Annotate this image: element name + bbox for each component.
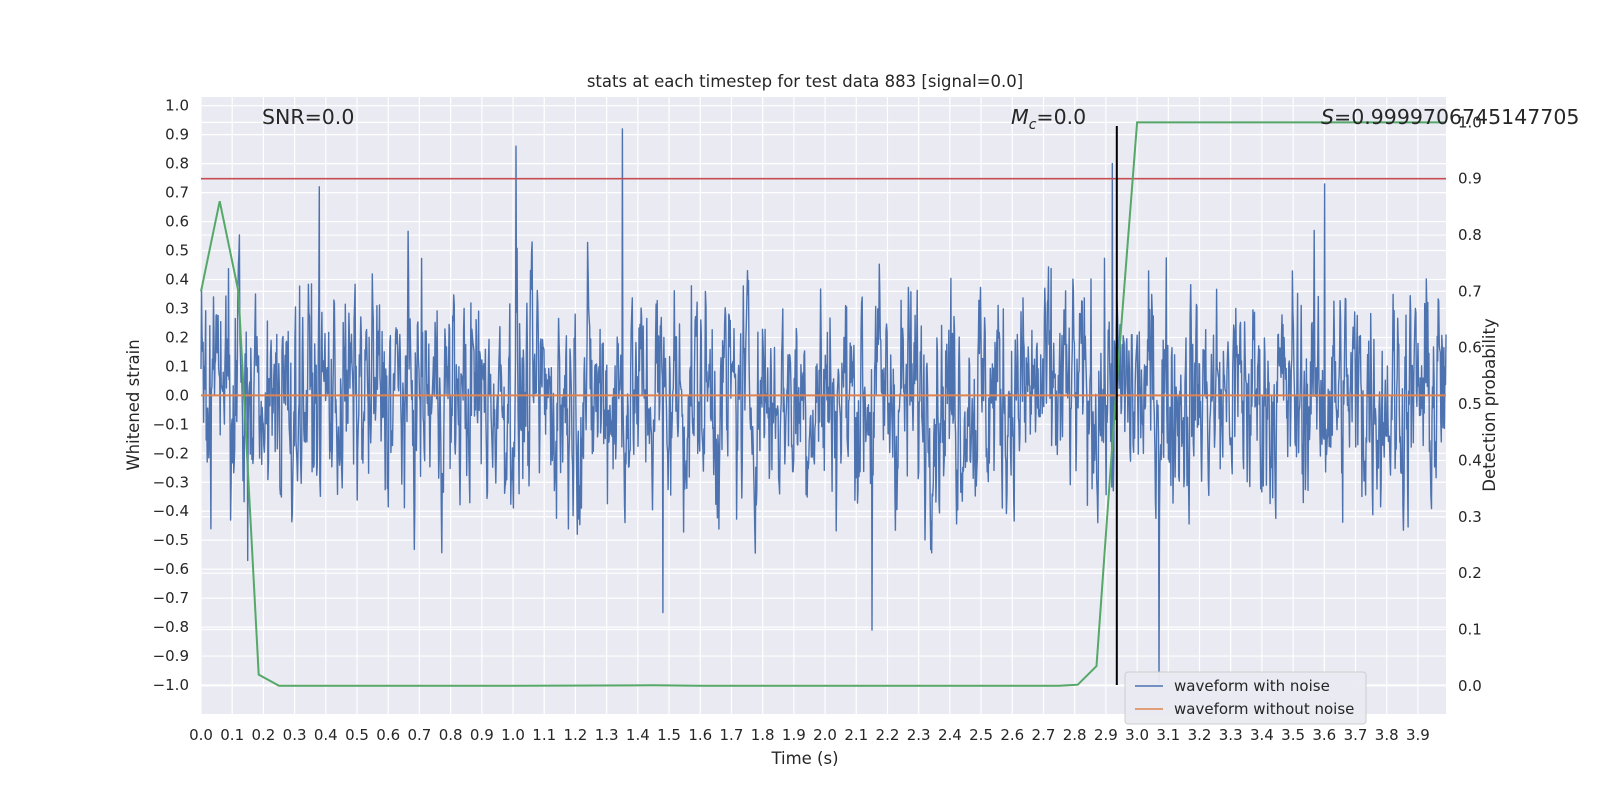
y-tick-label: 0.5 [165, 242, 189, 260]
y-tick-label: −0.6 [153, 560, 189, 578]
x-axis-label: Time (s) [770, 749, 838, 768]
x-tick-label: 1.2 [564, 726, 588, 744]
x-tick-label: 3.8 [1375, 726, 1399, 744]
legend-label-noise: waveform with noise [1174, 677, 1330, 695]
x-tick-label: 1.0 [501, 726, 525, 744]
legend-label-clean: waveform without noise [1174, 700, 1354, 718]
chart-title: stats at each timestep for test data 883… [587, 72, 1023, 91]
x-tick-label: 2.0 [813, 726, 837, 744]
y2-tick-label: 0.7 [1458, 282, 1482, 300]
y-tick-label: −0.2 [153, 444, 189, 462]
x-tick-label: 1.7 [720, 726, 744, 744]
x-tick-label: 1.8 [751, 726, 775, 744]
x-tick-label: 1.9 [782, 726, 806, 744]
y-tick-label: 0.8 [165, 155, 189, 173]
x-tick-label: 2.5 [969, 726, 993, 744]
y2-tick-label: 1.0 [1458, 113, 1482, 131]
y-tick-label: −0.7 [153, 589, 189, 607]
x-tick-label: 2.4 [938, 726, 962, 744]
legend: waveform with noise waveform without noi… [1124, 671, 1367, 725]
y2-tick-label: 0.6 [1458, 339, 1482, 357]
x-tick-label: 3.3 [1219, 726, 1243, 744]
x-tick-label: 1.1 [532, 726, 556, 744]
y-tick-label: −1.0 [153, 676, 189, 694]
y-tick-label: −0.9 [153, 647, 189, 665]
y-tick-label: 0.2 [165, 328, 189, 346]
y-tick-label: −0.8 [153, 618, 189, 636]
x-tick-label: 3.0 [1125, 726, 1149, 744]
y-tick-label: 0.3 [165, 299, 189, 317]
chirp-mass-symbol: M [1011, 105, 1029, 129]
x-tick-label: 2.7 [1032, 726, 1056, 744]
y-tick-label: 0.1 [165, 357, 189, 375]
x-tick-label: 0.1 [220, 726, 244, 744]
x-tick-label: 3.1 [1156, 726, 1180, 744]
score-annotation: S=0.9999706745147705 [1321, 105, 1579, 129]
y2-tick-label: 0.3 [1458, 508, 1482, 526]
x-tick-label: 3.9 [1406, 726, 1430, 744]
x-tick-label: 3.2 [1188, 726, 1212, 744]
x-tick-label: 1.4 [626, 726, 650, 744]
y2-tick-label: 0.5 [1458, 395, 1482, 413]
y-tick-label: 0.0 [165, 386, 189, 404]
y2-tick-label: 0.1 [1458, 620, 1482, 638]
y-tick-label: 0.9 [165, 126, 189, 144]
y-tick-label: −0.1 [153, 415, 189, 433]
x-tick-label: 1.6 [688, 726, 712, 744]
y2-tick-label: 0.2 [1458, 564, 1482, 582]
x-tick-label: 0.5 [345, 726, 369, 744]
x-tick-label: 3.4 [1250, 726, 1274, 744]
series-detection-probability [200, 121, 1446, 687]
x-tick-label: 0.8 [439, 726, 463, 744]
y-tick-label: −0.5 [153, 531, 189, 549]
y-tick-label: 0.6 [165, 213, 189, 231]
y-tick-label: −0.3 [153, 473, 189, 491]
x-tick-label: 3.5 [1281, 726, 1305, 744]
x-tick-label: 0.9 [470, 726, 494, 744]
y2-tick-label: 0.0 [1458, 677, 1482, 695]
y-tick-label: 0.7 [165, 184, 189, 202]
y2-tick-label: 0.4 [1458, 451, 1482, 469]
x-tick-label: 3.6 [1312, 726, 1336, 744]
x-tick-label: 2.6 [1000, 726, 1024, 744]
x-tick-label: 0.2 [251, 726, 275, 744]
chirp-mass-value: =0.0 [1036, 105, 1086, 129]
x-tick-label: 2.3 [907, 726, 931, 744]
chirp-mass-subscript: c [1029, 117, 1037, 133]
x-tick-label: 0.7 [407, 726, 431, 744]
score-value: =0.9999706745147705 [1334, 105, 1579, 129]
x-tick-label: 0.0 [189, 726, 213, 744]
y-tick-label: 0.4 [165, 270, 189, 288]
x-tick-label: 2.2 [876, 726, 900, 744]
snr-annotation: SNR=0.0 [262, 105, 354, 129]
x-tick-label: 2.9 [1094, 726, 1118, 744]
y2-tick-label: 0.8 [1458, 226, 1482, 244]
x-tick-label: 1.3 [595, 726, 619, 744]
y2-axis-label: Detection probability [1480, 318, 1499, 492]
y-axis-label: Whitened strain [124, 339, 143, 470]
x-tick-label: 0.4 [314, 726, 338, 744]
x-tick-label: 0.3 [283, 726, 307, 744]
x-tick-label: 2.1 [844, 726, 868, 744]
y-tick-label: 1.0 [165, 97, 189, 115]
legend-box [1124, 671, 1367, 725]
y2-tick-label: 0.9 [1458, 170, 1482, 188]
series-waveform-with-noise [200, 128, 1447, 683]
x-tick-label: 1.5 [657, 726, 681, 744]
x-tick-label: 0.6 [376, 726, 400, 744]
x-tick-label: 2.8 [1063, 726, 1087, 744]
y-tick-label: −0.4 [153, 502, 189, 520]
score-symbol: S [1321, 105, 1334, 129]
chirp-mass-annotation: Mc=0.0 [1011, 105, 1086, 133]
x-tick-label: 3.7 [1344, 726, 1368, 744]
